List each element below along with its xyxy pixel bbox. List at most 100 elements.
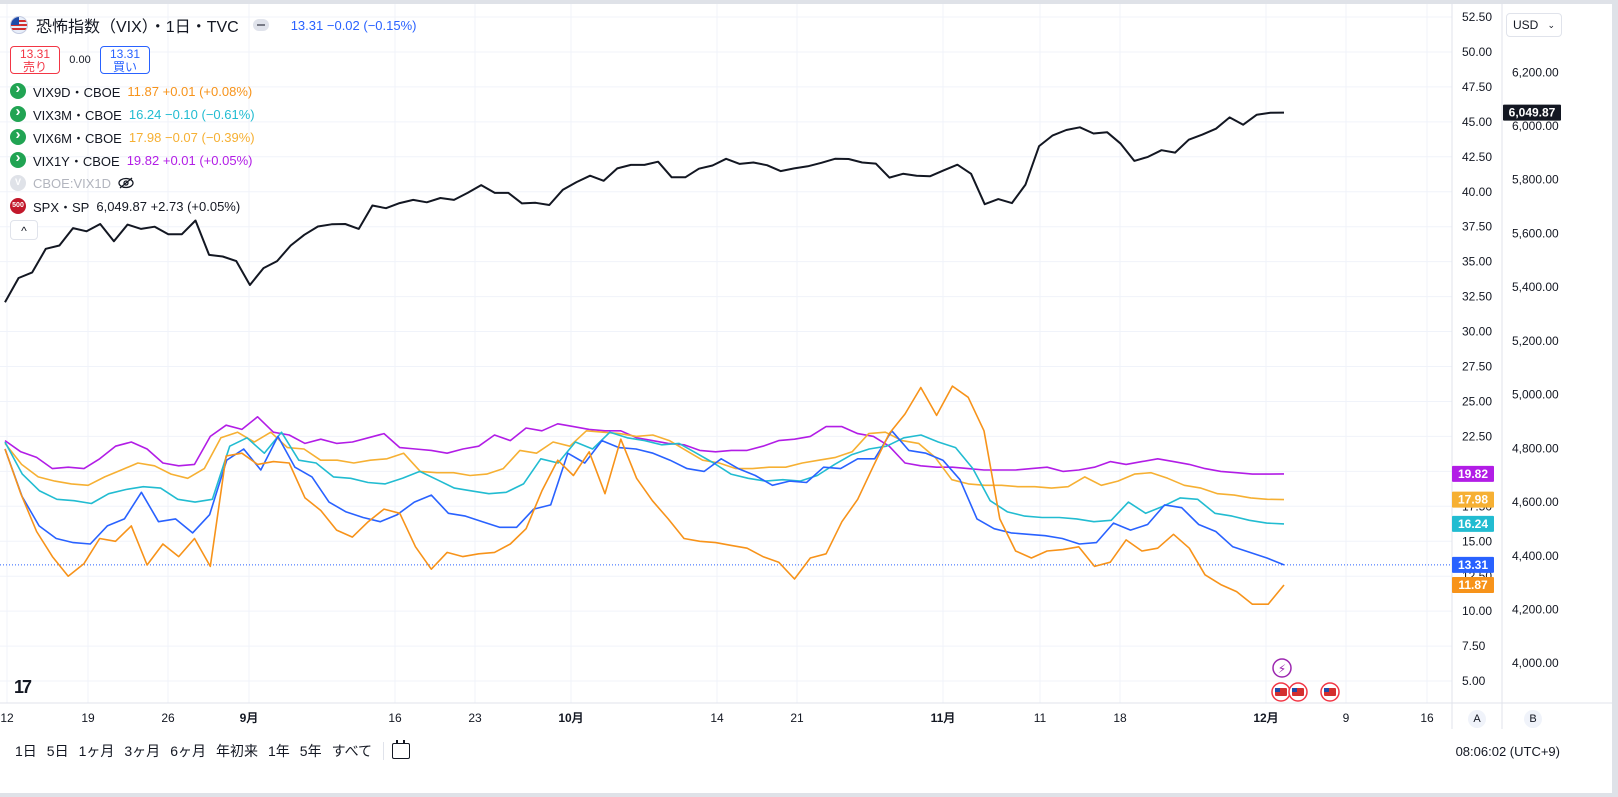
legend-item-vix3m[interactable]: VIX3M・CBOE 16.24 −0.10 (−0.61%) [10,103,255,124]
time-axis-tick: 16 [388,711,402,725]
time-axis-tick: 19 [81,711,95,725]
right-axis-tick: 5,200.00 [1512,334,1559,348]
time-axis: 12 19 26 9月 16 23 10月 14 21 11月 11 18 12月 9 16 [0,711,1434,725]
left-axis-tick: 50.00 [1462,45,1492,59]
time-axis-tick: 11月 [931,711,956,725]
timeframe-5y[interactable]: 5年 [299,743,322,759]
chart-canvas[interactable]: 52.50 50.00 47.50 45.00 42.50 40.00 37.50 35.00… [0,4,1612,793]
timeframe-5d[interactable]: 5日 [46,743,69,759]
collapse-legend-button[interactable]: ^ [10,220,38,240]
timeframe-1m[interactable]: 1ヶ月 [78,743,115,759]
buy-button[interactable]: 13.31 買い [100,46,150,74]
legend-symbol: CBOE:VIX1D [33,175,112,191]
buy-label: 買い [112,60,137,74]
time-axis-tick: 12 [0,711,14,725]
eye-off-icon[interactable] [118,177,134,189]
currency-button[interactable]: USD ⌄ [1506,13,1562,37]
timeframe-6m[interactable]: 6ヶ月 [170,743,206,759]
auto-scale-button[interactable]: A [1468,710,1486,728]
symbol-last-price: 13.31 −0.02 (−0.15%) [291,18,417,33]
left-axis-tick: 35.00 [1462,255,1492,269]
left-axis-tick: 5.00 [1462,674,1486,688]
last-value-labels: 6,049.87 19.82 17.98 16.24 13.31 11.87 [1452,104,1561,594]
event-markers: ⚡ [1271,658,1340,702]
legend-item-vix1d[interactable]: CBOE:VIX1D [10,173,134,193]
right-axis-tick: 5,800.00 [1512,173,1559,187]
right-axis-tick: 4,400.00 [1512,549,1559,563]
right-axis-tick: 4,200.00 [1512,602,1559,616]
right-axis-tick: 6,000.00 [1512,119,1559,133]
last-change: −0.02 (−0.15%) [326,17,417,33]
time-axis-tick: 14 [710,711,724,725]
scale-b-button[interactable]: B [1524,710,1542,728]
left-axis-tick: 52.50 [1462,10,1492,24]
left-axis-tick: 15.00 [1462,534,1492,548]
right-axis-tick: 4,800.00 [1512,441,1559,455]
last-value-label-vix [1452,556,1494,573]
timeframe-ytd[interactable]: 年初来 [215,743,258,759]
last-value-text-vix3m: 16.24 [1458,517,1488,531]
left-axis-tick: 27.50 [1462,360,1492,374]
legend-item-vix1y[interactable]: VIX1Y・CBOE 19.82 +0.01 (+0.05%) [10,149,253,170]
market-status-icon[interactable] [252,19,269,31]
arrow-right-icon[interactable] [10,149,26,168]
left-axis-tick: 37.50 [1462,220,1492,234]
legend-symbol: VIX9D・CBOE [33,84,121,100]
right-axis-tick: 5,600.00 [1512,226,1559,240]
legend-symbol: VIX3M・CBOE [33,107,122,123]
right-axis-tick: 4,000.00 [1512,656,1559,670]
us-flag-icon [10,16,28,34]
right-axis-tick: 5,400.00 [1512,280,1559,294]
last-value-label-spx [1503,104,1561,121]
last-value-text-vix9d: 11.87 [1458,578,1488,592]
toolbar-divider [383,742,385,760]
time-axis-tick: 21 [790,711,804,725]
time-axis-tick: 23 [468,711,482,725]
timeframe-3m[interactable]: 3ヶ月 [124,743,161,759]
right-axis-tick: 5,000.00 [1512,388,1559,402]
buy-price: 13.31 [109,47,141,61]
us-flag-icon-canton [1292,688,1297,692]
legend-item-vix9d[interactable]: VIX9D・CBOE 11.87 +0.01 (+0.08%) [10,80,252,101]
symbol-title[interactable]: 恐怖指数（VIX）・1日・TVC [36,19,239,36]
last-value-text-vix6m: 17.98 [1458,493,1488,507]
arrow-right-icon[interactable] [10,80,26,99]
left-axis-tick: 42.50 [1462,150,1492,164]
timeframe-1d[interactable]: 1日 [15,743,37,759]
currency-label: USD [1513,18,1539,32]
series-layer [0,111,1452,606]
clock[interactable]: 08:06:02 (UTC+9) [1455,743,1560,759]
last-value-text-spx: 6,049.87 [1509,106,1556,120]
last-value-text-vix: 13.31 [1458,558,1488,572]
right-axis-tick: 4,600.00 [1512,495,1559,509]
arrow-right-icon[interactable] [10,126,26,145]
timeframe-all[interactable]: すべて [331,743,373,759]
left-axis-tick: 40.00 [1462,185,1492,199]
left-axis-tick: 7.50 [1462,639,1486,653]
legend-item-vix6m[interactable]: VIX6M・CBOE 17.98 −0.07 (−0.39%) [10,126,255,147]
last-value-label-vix9d [1452,577,1494,594]
last-price: 13.31 [290,17,324,33]
time-axis-tick: 12月 [1253,711,1278,725]
timeframe-1y[interactable]: 1年 [267,743,290,759]
series-line-vix [4,429,1285,566]
left-axis-tick: 22.50 [1462,429,1492,443]
sell-button[interactable]: 13.31 売り [10,46,60,74]
time-axis-tick: 9月 [240,711,259,725]
series-line-vix3m [4,431,1285,525]
last-value-text-vix1y: 19.82 [1458,467,1488,481]
last-value-label-vix6m [1452,491,1494,508]
legend-value: 19.82 +0.01 (+0.05%) [126,152,253,168]
legend-item-spx[interactable]: SPX・SP 6,049.87 +2.73 (+0.05%) [10,196,240,216]
left-axis-tick: 45.00 [1462,115,1492,129]
series-line-spx [4,111,1285,303]
symbol-header[interactable]: 恐怖指数（VIX）・1日・TVC 13.31 −0.02 (−0.15%) [10,13,417,37]
flash-glyph: ⚡ [1278,662,1286,676]
bid-ask-panel: 13.31 売り 0.00 13.31 買い [10,46,150,74]
tradingview-logo[interactable]: 17 [14,677,32,697]
calendar-icon[interactable] [392,740,411,759]
right-axis-tick: 6,200.00 [1512,65,1559,79]
time-axis-tick: 16 [1420,711,1434,725]
arrow-right-icon[interactable] [10,103,26,122]
flash-icon [1272,658,1292,678]
